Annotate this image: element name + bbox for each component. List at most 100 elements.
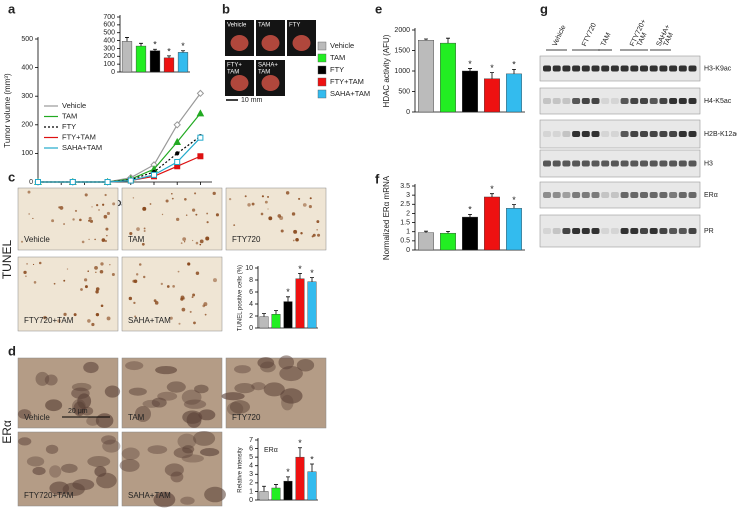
image-label: FTY720 <box>232 235 261 244</box>
stained-cell <box>134 315 137 318</box>
band <box>630 65 639 72</box>
tumor <box>230 75 249 91</box>
stained-cell <box>106 234 108 237</box>
blot-label: PR <box>704 228 714 235</box>
stained-cell <box>180 297 184 301</box>
stained-cell <box>142 206 147 211</box>
error-bar <box>424 38 428 41</box>
band <box>572 228 581 234</box>
stained-cell <box>298 197 301 200</box>
error-bar <box>490 72 494 79</box>
stained-cell <box>309 197 312 200</box>
stained-cell <box>182 237 187 241</box>
band <box>543 131 551 137</box>
band <box>543 228 551 234</box>
y-tick-label: 0 <box>406 109 410 116</box>
band <box>552 160 561 167</box>
cell <box>257 357 275 369</box>
band <box>688 192 697 198</box>
stained-cell <box>100 262 104 266</box>
stained-cell <box>192 293 196 297</box>
row-label: TUNEL <box>0 240 14 280</box>
y-tick-label: 1 <box>249 488 253 495</box>
error-bar <box>468 68 472 71</box>
cell <box>153 491 176 508</box>
stained-cell <box>215 213 219 217</box>
stained-cell <box>87 319 91 323</box>
stained-cell <box>191 296 194 299</box>
cell <box>296 358 315 372</box>
point <box>104 179 111 185</box>
stained-cell <box>251 202 255 206</box>
band <box>572 160 581 167</box>
significance-mark: * <box>512 195 516 205</box>
stained-cell <box>316 228 318 231</box>
tumor <box>261 75 280 91</box>
cell <box>263 382 285 397</box>
significance-mark: * <box>181 41 185 51</box>
y-tick-label: 6 <box>249 445 253 452</box>
stained-cell <box>95 290 99 294</box>
y-tick-label: 200 <box>21 122 33 129</box>
cell <box>32 466 46 476</box>
band <box>620 131 629 137</box>
stained-cell <box>58 206 61 209</box>
band <box>543 160 551 167</box>
y-tick-label: 300 <box>103 45 115 52</box>
stained-cell <box>233 224 236 227</box>
stained-cell <box>99 269 104 274</box>
stained-cell <box>267 208 269 210</box>
stained-cell <box>25 275 27 278</box>
stained-cell <box>212 278 217 283</box>
cell <box>234 382 255 394</box>
image-label: FTY720 <box>232 413 261 422</box>
band <box>591 131 600 137</box>
cell <box>49 465 62 478</box>
band <box>669 65 678 72</box>
cell <box>186 412 202 428</box>
y-tick-label: 0 <box>29 179 33 186</box>
stained-cell <box>171 193 173 195</box>
y-tick-label: 0 <box>249 325 253 332</box>
bar <box>418 40 434 113</box>
stained-cell <box>94 238 96 241</box>
stained-cell <box>293 230 297 234</box>
significance-mark: * <box>286 287 290 297</box>
error-bar <box>310 277 314 282</box>
y-tick-label: 2.5 <box>400 201 410 208</box>
error-bar <box>139 42 143 47</box>
cell <box>281 394 294 411</box>
stained-cell <box>53 282 56 285</box>
error-bar <box>468 213 472 218</box>
y-tick-label: 10 <box>245 265 253 272</box>
band <box>620 98 629 104</box>
band <box>688 131 697 137</box>
stained-cell <box>87 270 89 272</box>
stained-cell <box>165 199 169 203</box>
band <box>678 98 687 104</box>
band <box>591 65 600 72</box>
blot-label: H2B-K12ac <box>704 131 737 138</box>
stained-cell <box>128 296 133 301</box>
band <box>678 228 687 234</box>
band <box>620 192 629 198</box>
band <box>562 131 571 137</box>
micrograph <box>225 187 327 251</box>
stained-cell <box>96 203 99 207</box>
stained-cell <box>94 266 98 270</box>
stained-cell <box>104 193 107 197</box>
point <box>174 158 181 165</box>
stained-cell <box>111 273 115 277</box>
legend-swatch <box>317 53 327 63</box>
stained-cell <box>88 219 91 222</box>
stained-cell <box>199 239 204 244</box>
stained-cell <box>26 263 28 265</box>
y-tick-label: 1000 <box>394 68 410 75</box>
point <box>175 151 180 156</box>
bar <box>283 480 293 501</box>
bar <box>418 232 434 251</box>
band <box>640 131 648 137</box>
band <box>572 98 581 104</box>
blot-label: H3-K9ac <box>704 65 732 72</box>
